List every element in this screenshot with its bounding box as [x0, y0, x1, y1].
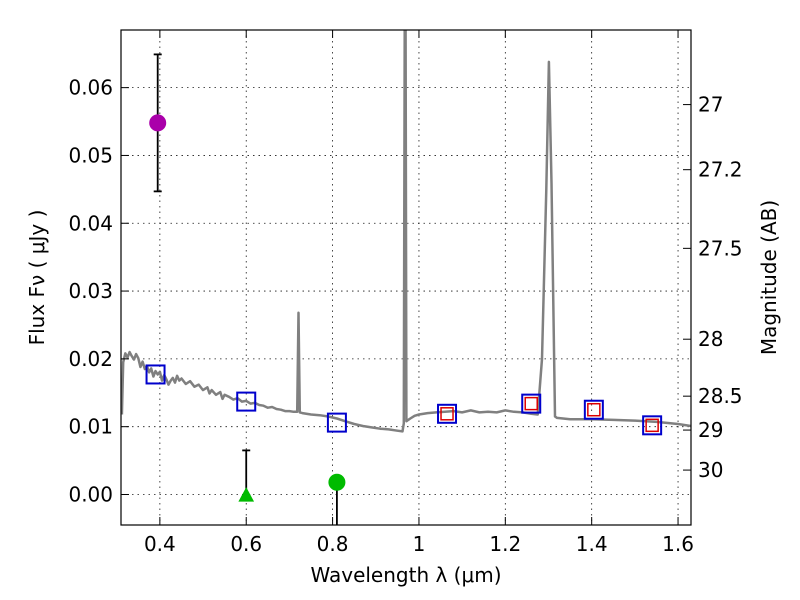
x-tick-label: 1.6	[662, 532, 694, 556]
observed-flux-square	[524, 396, 538, 411]
y-tick-label: 0.05	[68, 143, 113, 167]
model-flux-square	[236, 391, 257, 412]
x-tick-label: 1.4	[576, 532, 608, 556]
right-tick-label: 30	[698, 458, 723, 482]
spectrum-layer	[121, 30, 691, 433]
observed-flux-square	[440, 407, 454, 421]
right-axis-label: Magnitude (AB)	[757, 200, 781, 355]
y-tick-label: 0.02	[68, 347, 113, 371]
y-tick-label: 0.01	[68, 415, 113, 439]
spectrum-line	[121, 30, 691, 433]
x-tick-label: 1	[413, 532, 426, 556]
model-flux-square	[326, 412, 347, 433]
detection-point	[149, 114, 167, 132]
x-tick-label: 0.4	[144, 532, 176, 556]
y-tick-label: 0.03	[68, 279, 113, 303]
model-flux-square	[583, 399, 604, 420]
x-tick-label: 0.8	[317, 532, 349, 556]
y-axis-label: Flux Fν ( μJy )	[25, 210, 49, 346]
x-tick-label: 1.2	[489, 532, 521, 556]
detection-point	[328, 473, 346, 491]
marker-layer	[145, 114, 663, 502]
tick-layer: 0.4 0.6 0.8 1 1.2 1.4 1.6 0.00 0.01 0.02 0.03 0.04 0…	[68, 30, 743, 556]
grid-layer	[121, 30, 691, 525]
right-tick-label: 28	[698, 327, 723, 351]
observed-flux-square	[587, 402, 601, 417]
right-tick-label: 28.5	[698, 384, 743, 408]
observed-flux-square	[645, 418, 659, 433]
right-tick-label: 27.5	[698, 236, 743, 260]
right-tick-label: 27.2	[698, 158, 743, 182]
right-tick-label: 29	[698, 418, 723, 442]
x-axis-label: Wavelength λ (μm)	[310, 563, 501, 587]
y-tick-label: 0.04	[68, 211, 113, 235]
model-flux-square	[437, 403, 458, 424]
right-tick-label: 27	[698, 93, 723, 117]
x-tick-label: 0.6	[230, 532, 262, 556]
errorbar-layer	[153, 53, 341, 525]
y-tick-label: 0.00	[68, 482, 113, 506]
upper-limit-triangle	[238, 487, 255, 502]
model-flux-square	[642, 415, 663, 436]
y-tick-label: 0.06	[68, 76, 113, 100]
model-flux-square	[145, 364, 166, 385]
plot-frame	[120, 29, 692, 526]
model-flux-square	[521, 393, 542, 414]
